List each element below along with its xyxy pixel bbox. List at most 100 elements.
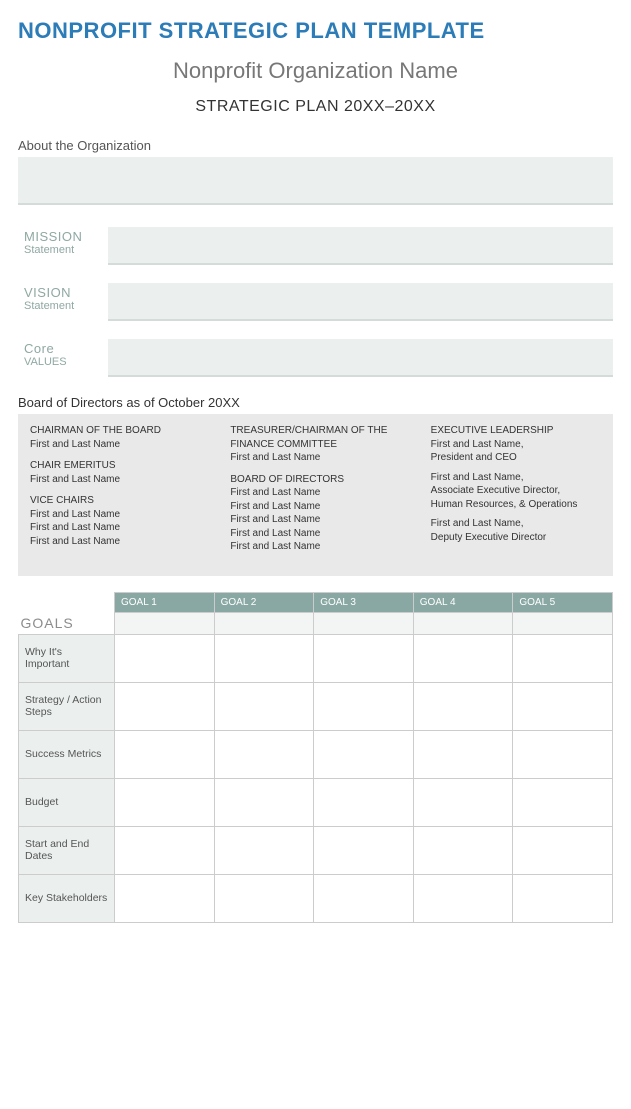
statement-label: VISIONStatement [18, 283, 108, 321]
board-member: First and Last Name [230, 540, 400, 554]
goal-row-label: Budget [19, 778, 115, 826]
goal-row: Why It's Important [19, 634, 613, 682]
goal-name-cell[interactable] [115, 612, 215, 634]
goal-cell[interactable] [513, 730, 613, 778]
goal-row: Strategy / Action Steps [19, 682, 613, 730]
goal-cell[interactable] [513, 682, 613, 730]
goal-row: Budget [19, 778, 613, 826]
statement-subtitle: Statement [24, 300, 108, 312]
goal-row: Start and End Dates [19, 826, 613, 874]
board-group: CHAIR EMERITUSFirst and Last Name [30, 459, 200, 486]
board-role-title: VICE CHAIRS [30, 494, 200, 508]
statement-field[interactable] [108, 283, 613, 321]
goal-cell[interactable] [413, 874, 513, 922]
goal-cell[interactable] [314, 778, 414, 826]
goal-header: GOAL 2 [214, 592, 314, 612]
statement-row: CoreVALUES [18, 339, 613, 377]
goal-cell[interactable] [413, 682, 513, 730]
goal-cell[interactable] [513, 634, 613, 682]
board-member: First and Last Name [230, 513, 400, 527]
goal-cell[interactable] [214, 682, 314, 730]
goals-corner [19, 592, 115, 612]
board-column: EXECUTIVE LEADERSHIPFirst and Last Name,… [431, 424, 601, 562]
board-member: First and Last Name [30, 473, 200, 487]
goal-cell[interactable] [314, 826, 414, 874]
goal-row-label: Strategy / Action Steps [19, 682, 115, 730]
board-member: First and Last Name [30, 521, 200, 535]
goal-cell[interactable] [214, 730, 314, 778]
goal-cell[interactable] [115, 730, 215, 778]
board-member: First and Last Name,Deputy Executive Dir… [431, 517, 601, 544]
goal-name-cell[interactable] [214, 612, 314, 634]
board-member: First and Last Name,Associate Executive … [431, 471, 601, 512]
board-group: CHAIRMAN OF THE BOARDFirst and Last Name [30, 424, 200, 451]
goal-header: GOAL 4 [413, 592, 513, 612]
board-role-title: CHAIRMAN OF THE BOARD [30, 424, 200, 438]
plan-years: STRATEGIC PLAN 20XX–20XX [18, 98, 613, 116]
goal-row: Key Stakeholders [19, 874, 613, 922]
goal-cell[interactable] [513, 778, 613, 826]
goal-cell[interactable] [314, 730, 414, 778]
statement-label: CoreVALUES [18, 339, 108, 377]
goals-table: GOAL 1GOAL 2GOAL 3GOAL 4GOAL 5 GOALS Why… [18, 592, 613, 923]
about-label: About the Organization [18, 138, 613, 153]
goal-header: GOAL 3 [314, 592, 414, 612]
goal-cell[interactable] [115, 778, 215, 826]
goal-cell[interactable] [413, 634, 513, 682]
goal-name-cell[interactable] [314, 612, 414, 634]
goal-name-cell[interactable] [413, 612, 513, 634]
goal-cell[interactable] [413, 730, 513, 778]
goal-cell[interactable] [413, 826, 513, 874]
goal-cell[interactable] [115, 634, 215, 682]
goal-row-label: Success Metrics [19, 730, 115, 778]
goal-name-cell[interactable] [513, 612, 613, 634]
board-group: BOARD OF DIRECTORSFirst and Last NameFir… [230, 473, 400, 554]
goal-row: Success Metrics [19, 730, 613, 778]
board-role-title: BOARD OF DIRECTORS [230, 473, 400, 487]
statement-row: MISSIONStatement [18, 227, 613, 265]
template-title: NONPROFIT STRATEGIC PLAN TEMPLATE [18, 18, 613, 44]
goal-cell[interactable] [115, 826, 215, 874]
statement-field[interactable] [108, 339, 613, 377]
goal-cell[interactable] [115, 682, 215, 730]
goal-cell[interactable] [314, 874, 414, 922]
board-member: First and Last Name [230, 451, 400, 465]
goal-cell[interactable] [214, 634, 314, 682]
board-column: TREASURER/CHAIRMAN OF THE FINANCE COMMIT… [230, 424, 400, 562]
goal-cell[interactable] [214, 778, 314, 826]
organization-name: Nonprofit Organization Name [18, 58, 613, 84]
statement-subtitle: VALUES [24, 356, 108, 368]
goal-cell[interactable] [115, 874, 215, 922]
goal-row-label: Key Stakeholders [19, 874, 115, 922]
goal-row-label: Why It's Important [19, 634, 115, 682]
statement-row: VISIONStatement [18, 283, 613, 321]
statement-label: MISSIONStatement [18, 227, 108, 265]
board-role-title: EXECUTIVE LEADERSHIP [431, 424, 601, 438]
board-box: CHAIRMAN OF THE BOARDFirst and Last Name… [18, 414, 613, 576]
statement-subtitle: Statement [24, 244, 108, 256]
board-group: TREASURER/CHAIRMAN OF THE FINANCE COMMIT… [230, 424, 400, 465]
goal-header: GOAL 1 [115, 592, 215, 612]
goal-cell[interactable] [513, 826, 613, 874]
goal-cell[interactable] [214, 826, 314, 874]
about-field[interactable] [18, 157, 613, 205]
goals-side-label: GOALS [19, 612, 115, 634]
statement-field[interactable] [108, 227, 613, 265]
board-group: EXECUTIVE LEADERSHIPFirst and Last Name,… [431, 424, 601, 544]
statement-title: MISSION [24, 229, 108, 244]
board-member: First and Last Name [30, 508, 200, 522]
goal-cell[interactable] [513, 874, 613, 922]
goal-cell[interactable] [314, 682, 414, 730]
goal-header: GOAL 5 [513, 592, 613, 612]
board-member: First and Last Name [230, 486, 400, 500]
board-group: VICE CHAIRSFirst and Last NameFirst and … [30, 494, 200, 548]
board-member: First and Last Name [230, 527, 400, 541]
board-member: First and Last Name [30, 535, 200, 549]
board-role-title: CHAIR EMERITUS [30, 459, 200, 473]
goal-cell[interactable] [214, 874, 314, 922]
goal-cell[interactable] [413, 778, 513, 826]
board-member: First and Last Name [30, 438, 200, 452]
statement-title: Core [24, 341, 108, 356]
board-member: First and Last Name,President and CEO [431, 438, 601, 465]
goal-cell[interactable] [314, 634, 414, 682]
